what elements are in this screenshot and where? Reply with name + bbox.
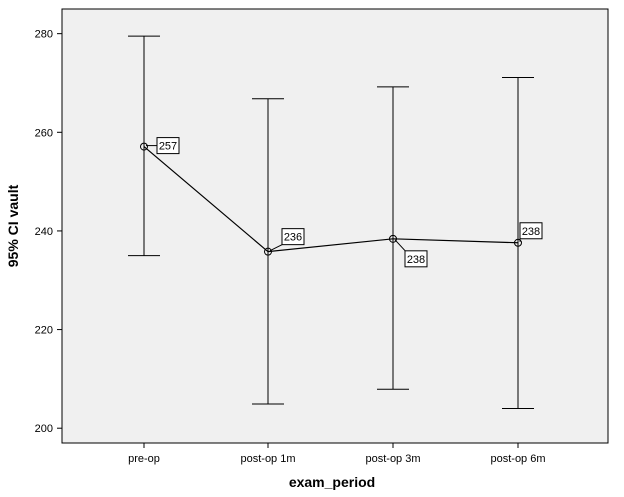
data-point (389, 234, 397, 243)
data-label-box (404, 250, 428, 268)
y-tick-label: 200 (35, 423, 53, 435)
data-labels: 257 236 238 238 (146, 137, 543, 268)
data-label: 236 (284, 232, 302, 244)
x-tick-label: post-op 3m (365, 453, 420, 465)
data-point (140, 142, 148, 151)
x-tick-label: post-op 1m (240, 453, 295, 465)
series-line (143, 146, 519, 253)
plot-background (61, 8, 609, 444)
x-axis: pre-op post-op 1m post-op 3m post-op 6m (128, 443, 546, 465)
series-lines (143, 146, 519, 253)
data-point (264, 247, 272, 256)
y-axis: 200 220 240 260 280 (35, 29, 62, 435)
x-axis-title: exam_period (289, 474, 375, 490)
y-axis-title: 95% CI vault (5, 184, 21, 267)
y-tick-label: 240 (35, 226, 53, 238)
y-tick-label: 280 (35, 29, 53, 41)
x-tick-label: pre-op (128, 453, 160, 465)
data-label: 238 (407, 254, 425, 266)
error-bars (128, 35, 534, 409)
data-label: 257 (159, 141, 177, 153)
x-tick-label: post-op 6m (490, 453, 545, 465)
data-label-box (519, 222, 543, 240)
data-label-box (281, 228, 305, 246)
data-point (514, 238, 522, 247)
data-label-leader (269, 244, 283, 252)
data-points (140, 142, 522, 256)
data-label-box (156, 137, 180, 155)
data-label: 238 (522, 226, 540, 238)
y-tick-label: 220 (35, 325, 53, 337)
y-tick-label: 260 (35, 127, 53, 139)
